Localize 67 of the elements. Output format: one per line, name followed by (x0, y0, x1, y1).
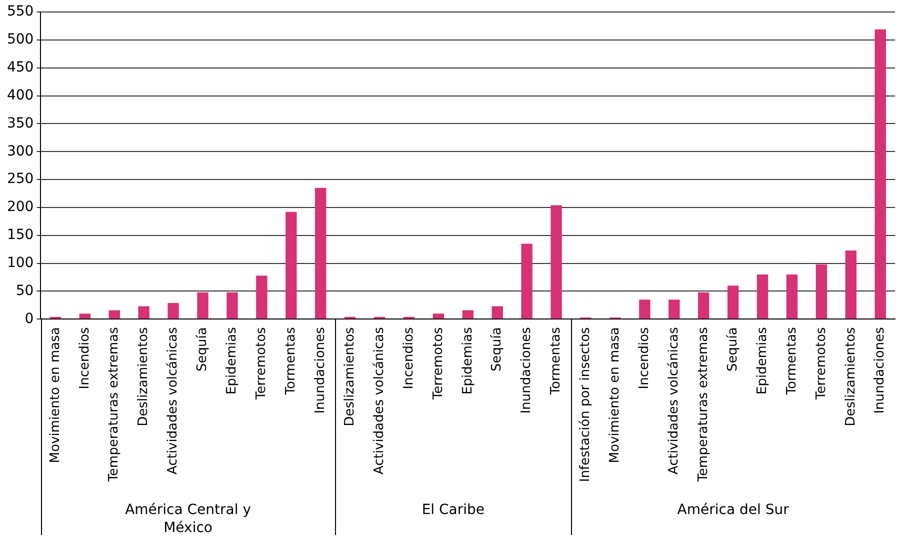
x-tick-label: Terremotos (814, 326, 829, 401)
bar (432, 314, 444, 319)
y-tick-label: 350 (6, 115, 34, 132)
bar (816, 264, 828, 319)
x-tick-label: Incendios (401, 326, 416, 390)
bar (79, 314, 91, 319)
y-tick-label: 550 (6, 4, 34, 20)
y-tick-label: 400 (6, 87, 34, 104)
x-tick-label: Inundaciones (872, 326, 888, 414)
bar (492, 306, 503, 319)
bar (521, 244, 532, 319)
x-tick-label: Temperaturas extremas (106, 326, 122, 483)
text: América del Sur (677, 502, 790, 518)
y-tick-label: 150 (6, 227, 34, 244)
bar (462, 310, 474, 319)
y-tick-label: 100 (6, 254, 34, 271)
x-tick-label: Temperaturas extremas (696, 326, 711, 483)
bar (550, 205, 562, 319)
y-tick-label: 300 (6, 143, 34, 160)
bar (639, 300, 650, 319)
x-tick-label: Tormentas (284, 326, 299, 396)
x-tick-label: Incendios (77, 326, 92, 390)
x-tick-label: Terremotos (254, 326, 270, 401)
bar (698, 292, 710, 319)
x-tick-label: Tormentas (548, 326, 564, 396)
x-tick-label: Actividades volcánicas (372, 326, 387, 474)
x-tick-label: Actividades volcánicas (666, 326, 682, 474)
y-tick-label: 50 (16, 282, 34, 299)
x-tick-label: Deslizamientos (342, 326, 358, 426)
y-tick-label: 0 (24, 310, 34, 327)
bar (286, 212, 297, 319)
x-tick-label: Terremotos (430, 326, 446, 401)
x-tick-label: Deslizamientos (136, 326, 152, 426)
bar (756, 274, 768, 319)
x-tick-label: Epidemias (754, 326, 770, 394)
x-tick-label: Inundaciones (519, 326, 534, 414)
y-tick-label: 450 (6, 59, 34, 76)
y-tick-label: 500 (6, 32, 34, 48)
bar (108, 310, 120, 319)
x-tick-label: Sequía (725, 327, 740, 372)
y-tick-label: 250 (6, 171, 34, 188)
x-tick-label: Sequía (195, 327, 210, 372)
bar (315, 188, 326, 319)
bar (845, 250, 856, 319)
bar (226, 292, 238, 319)
bar (256, 276, 268, 319)
x-tick-label: Sequía (490, 327, 505, 372)
x-tick-label: Deslizamientos (843, 326, 858, 426)
bar (727, 286, 739, 319)
text: América Central y México (125, 502, 251, 536)
x-tick-label: Movimiento en masa (608, 327, 623, 464)
x-tick-label: Epidemias (224, 326, 240, 394)
bar (138, 306, 150, 319)
text: El Caribe (422, 502, 485, 518)
x-tick-label: Actividades volcánicas (166, 326, 181, 474)
x-tick-label: Incendios (637, 326, 652, 390)
bar (786, 274, 798, 319)
x-tick-label: Tormentas (784, 326, 800, 396)
bar (668, 300, 680, 319)
x-tick-label: Epidemias (460, 326, 476, 394)
bar (197, 292, 208, 319)
x-tick-label: Movimiento en masa (48, 327, 63, 464)
y-tick-label: 200 (6, 199, 34, 216)
bar (168, 302, 179, 319)
x-tick-label: Infestación por insectos (578, 326, 594, 482)
x-tick-label: Inundaciones (312, 326, 328, 414)
bar (874, 29, 886, 319)
